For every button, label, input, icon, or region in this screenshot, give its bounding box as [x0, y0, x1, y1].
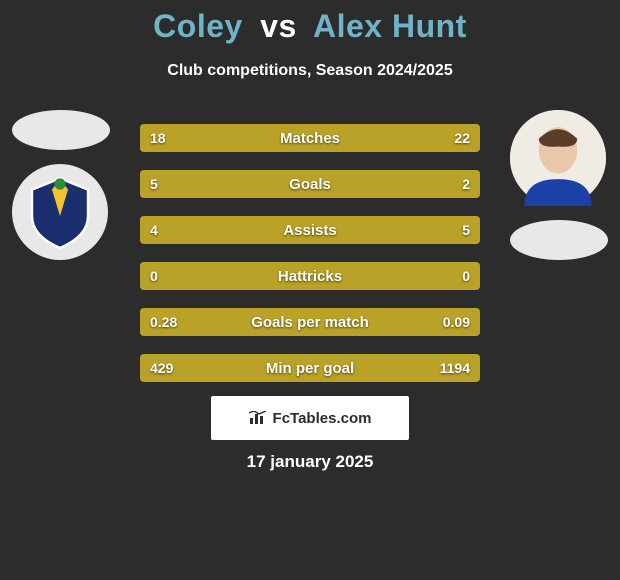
stat-value-left: 429 [150, 354, 173, 382]
vs-separator: vs [260, 8, 297, 44]
comparison-title: Coley vs Alex Hunt [0, 8, 620, 45]
left-avatar-column [12, 110, 110, 260]
stat-value-left: 0 [150, 262, 158, 290]
stat-row: Assists4 5 [140, 216, 480, 244]
stat-value-left: 0.28 [150, 308, 177, 336]
player1-avatar-placeholder [12, 110, 110, 150]
shield-icon [20, 172, 100, 252]
stat-row: Matches18 22 [140, 124, 480, 152]
stat-row: Min per goal429 1194 [140, 354, 480, 382]
stat-label: Assists [140, 216, 480, 244]
comparison-card: Coley vs Alex Hunt Club competitions, Se… [0, 0, 620, 580]
player2-club-placeholder [510, 220, 608, 260]
stat-value-right: 2 [462, 170, 470, 198]
player2-avatar [510, 110, 606, 206]
source-text: FcTables.com [273, 410, 372, 427]
stat-row: Goals per match0.28 0.09 [140, 308, 480, 336]
stat-row: Goals5 2 [140, 170, 480, 198]
stat-label: Hattricks [140, 262, 480, 290]
snapshot-date: 17 january 2025 [0, 452, 620, 472]
stat-value-right: 0 [462, 262, 470, 290]
stat-label: Matches [140, 124, 480, 152]
player1-club-badge [12, 164, 108, 260]
player2-name: Alex Hunt [313, 8, 467, 44]
stat-label: Goals [140, 170, 480, 198]
stat-value-right: 5 [462, 216, 470, 244]
stat-value-right: 0.09 [443, 308, 470, 336]
stat-value-left: 4 [150, 216, 158, 244]
subtitle: Club competitions, Season 2024/2025 [0, 62, 620, 80]
right-avatar-column [510, 110, 608, 260]
stat-value-left: 18 [150, 124, 166, 152]
stat-label: Min per goal [140, 354, 480, 382]
stat-bars: Matches1822Goals52Assists45Hattricks00Go… [140, 124, 480, 400]
player-photo-icon [510, 110, 606, 206]
stat-value-left: 5 [150, 170, 158, 198]
stat-label: Goals per match [140, 308, 480, 336]
source-badge: FcTables.com [211, 396, 409, 440]
stat-row: Hattricks0 0 [140, 262, 480, 290]
bar-chart-icon [249, 411, 267, 425]
stat-value-right: 22 [454, 124, 470, 152]
player1-name: Coley [153, 8, 243, 44]
stat-value-right: 1194 [440, 354, 470, 382]
